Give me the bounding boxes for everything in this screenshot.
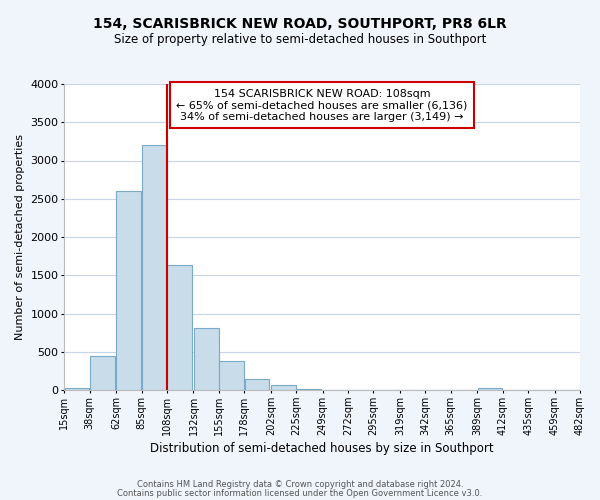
Bar [219, 361, 244, 390]
Bar [271, 386, 296, 390]
Bar [296, 389, 321, 390]
Bar [245, 378, 269, 390]
X-axis label: Distribution of semi-detached houses by size in Southport: Distribution of semi-detached houses by … [151, 442, 494, 455]
Text: Size of property relative to semi-detached houses in Southport: Size of property relative to semi-detach… [114, 32, 486, 46]
Bar [167, 264, 192, 390]
Y-axis label: Number of semi-detached properties: Number of semi-detached properties [15, 134, 25, 340]
Text: 154, SCARISBRICK NEW ROAD, SOUTHPORT, PR8 6LR: 154, SCARISBRICK NEW ROAD, SOUTHPORT, PR… [93, 18, 507, 32]
Text: Contains public sector information licensed under the Open Government Licence v3: Contains public sector information licen… [118, 488, 482, 498]
Bar [116, 191, 141, 390]
Bar [90, 356, 115, 390]
Bar [142, 145, 167, 390]
Bar [194, 328, 218, 390]
Bar [478, 388, 502, 390]
Text: Contains HM Land Registry data © Crown copyright and database right 2024.: Contains HM Land Registry data © Crown c… [137, 480, 463, 489]
Bar [65, 388, 89, 390]
Text: 154 SCARISBRICK NEW ROAD: 108sqm
← 65% of semi-detached houses are smaller (6,13: 154 SCARISBRICK NEW ROAD: 108sqm ← 65% o… [176, 88, 468, 122]
